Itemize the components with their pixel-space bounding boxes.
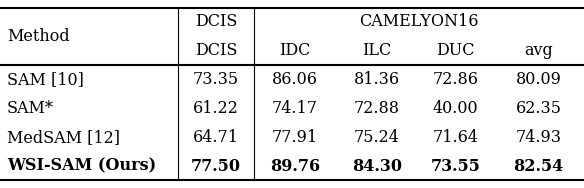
Text: IDC: IDC <box>279 42 311 59</box>
Text: 84.30: 84.30 <box>352 158 402 175</box>
Text: 77.91: 77.91 <box>272 129 318 146</box>
Text: 74.17: 74.17 <box>272 100 318 117</box>
Text: DUC: DUC <box>436 42 475 59</box>
Text: 40.00: 40.00 <box>433 100 478 117</box>
Text: 80.09: 80.09 <box>516 71 562 88</box>
Text: avg: avg <box>524 42 553 59</box>
Text: 82.54: 82.54 <box>513 158 564 175</box>
Text: SAM [10]: SAM [10] <box>7 71 84 88</box>
Text: 62.35: 62.35 <box>516 100 562 117</box>
Text: 61.22: 61.22 <box>193 100 239 117</box>
Text: SAM*: SAM* <box>7 100 54 117</box>
Text: Method: Method <box>7 28 69 45</box>
Text: 81.36: 81.36 <box>354 71 399 88</box>
Text: DCIS: DCIS <box>195 42 237 59</box>
Text: ILC: ILC <box>362 42 391 59</box>
Text: MedSAM [12]: MedSAM [12] <box>7 129 120 146</box>
Text: 64.71: 64.71 <box>193 129 239 146</box>
Text: 89.76: 89.76 <box>270 158 320 175</box>
Text: 74.93: 74.93 <box>516 129 562 146</box>
Text: DCIS: DCIS <box>195 13 237 30</box>
Text: 72.88: 72.88 <box>354 100 399 117</box>
Text: WSI-SAM (Ours): WSI-SAM (Ours) <box>7 158 156 175</box>
Text: 72.86: 72.86 <box>433 71 478 88</box>
Text: 75.24: 75.24 <box>354 129 399 146</box>
Text: 86.06: 86.06 <box>272 71 318 88</box>
Text: 73.35: 73.35 <box>193 71 239 88</box>
Text: CAMELYON16: CAMELYON16 <box>359 13 479 30</box>
Text: 73.55: 73.55 <box>430 158 481 175</box>
Text: 71.64: 71.64 <box>433 129 478 146</box>
Text: 77.50: 77.50 <box>191 158 241 175</box>
